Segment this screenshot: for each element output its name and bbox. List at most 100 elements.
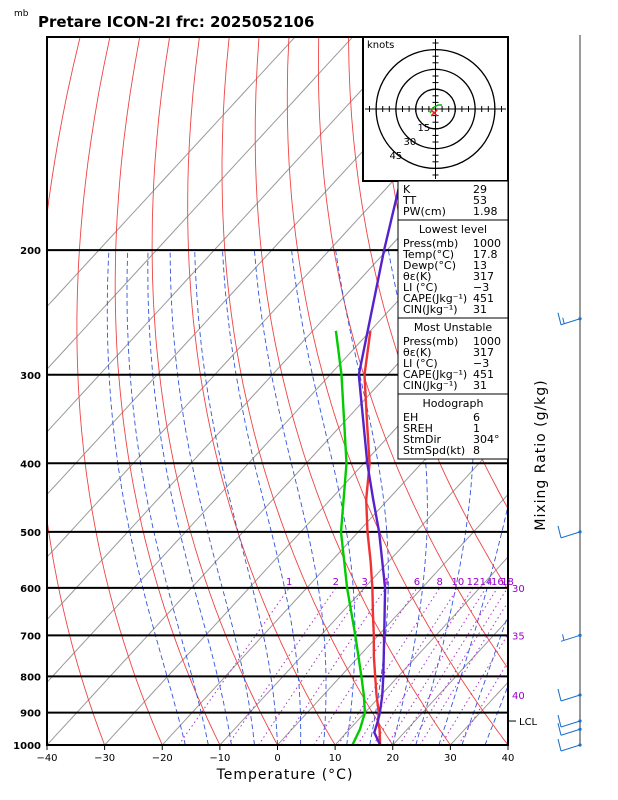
wind-barb <box>557 738 582 752</box>
pressure-tick-label: 800 <box>20 672 41 683</box>
dry-adiabat-line <box>47 37 106 745</box>
dry-adiabat-line <box>587 37 618 745</box>
index-label: Dewp(°C) <box>403 259 456 272</box>
wind-barb-shaft <box>560 694 581 702</box>
pressure-unit-label: mb <box>14 9 29 19</box>
dry-adiabat-line <box>151 37 278 745</box>
theta-e-label: 40 <box>512 691 525 702</box>
temperature-tick-label: −20 <box>152 753 173 764</box>
temperature-tick-label: 10 <box>329 753 342 764</box>
dry-adiabat-line <box>114 37 221 745</box>
index-label: θε(K) <box>403 346 431 359</box>
temperature-tick-label: 40 <box>502 753 515 764</box>
isotherm-line <box>392 618 508 745</box>
temperature-profile <box>363 330 382 745</box>
index-section-box <box>397 180 509 221</box>
isotherm-line <box>277 493 508 745</box>
index-label: PW(cm) <box>403 205 446 218</box>
index-value: 31 <box>473 379 487 392</box>
index-value: −3 <box>473 281 489 294</box>
index-label: CAPE(Jkg⁻¹) <box>403 292 467 305</box>
index-label: StmDir <box>403 433 442 446</box>
mixing-ratio-label: 10 <box>451 577 464 588</box>
wind-barbs <box>557 35 582 752</box>
pressure-tick-label: 700 <box>20 631 41 642</box>
mixing-ratio-line <box>409 587 508 745</box>
wind-barb <box>557 714 582 728</box>
wind-barb-shaft <box>560 728 581 736</box>
index-label: SREH <box>403 422 433 435</box>
index-label: LI (°C) <box>403 281 438 294</box>
index-value: −3 <box>473 357 489 370</box>
dry-adiabat-line <box>221 37 394 745</box>
dry-adiabat-line <box>317 37 508 670</box>
isotherm-line <box>219 431 508 745</box>
dry-adiabat-line <box>286 37 508 745</box>
index-section-box <box>397 393 509 460</box>
dry-adiabat-line <box>76 37 163 745</box>
index-value: 31 <box>473 303 487 316</box>
wind-barb-flag <box>557 738 562 752</box>
lcl-label: LCL <box>519 717 538 728</box>
wind-barb-flag <box>557 714 562 728</box>
background-grid <box>47 37 618 745</box>
index-section-box <box>397 317 509 395</box>
index-label: StmSpd(kt) <box>403 444 465 457</box>
index-value: 317 <box>473 270 494 283</box>
pressure-tick-label: 1000 <box>13 741 41 752</box>
wind-barb-flag <box>557 688 562 702</box>
mixing-ratio-line <box>419 601 508 745</box>
right-axis-label: Mixing Ratio (g/kg) <box>533 379 549 530</box>
index-value: 1.98 <box>473 205 498 218</box>
moist-adiabat-line <box>253 250 327 745</box>
theta-e-labels: 30 35 40 <box>512 584 525 702</box>
wind-barb-flag <box>557 525 562 538</box>
mixing-ratio-label: 12 <box>467 577 480 588</box>
isotherm-line <box>47 180 508 684</box>
pressure-tick-label: 500 <box>20 528 41 539</box>
mixing-ratio-label: 8 <box>437 577 443 588</box>
sounding-profiles <box>334 37 452 745</box>
theta-e-label: 35 <box>512 631 525 642</box>
index-label: EH <box>403 411 418 424</box>
index-section-heading: Lowest level <box>419 223 487 236</box>
index-value: 29 <box>473 183 487 196</box>
wind-barb <box>557 525 582 539</box>
isotherm-line <box>47 37 411 433</box>
pressure-axis: 200 300 400 500 600 700 800 900 1000 <box>13 246 41 752</box>
temperature-tick-label: 20 <box>386 753 399 764</box>
index-value: 13 <box>473 259 487 272</box>
hodograph-ring-label: 15 <box>417 123 430 134</box>
wind-barb-half-flag <box>562 317 565 324</box>
pressure-tick-label: 900 <box>20 709 41 720</box>
wind-barb <box>557 312 582 326</box>
mixing-ratio-label: 18 <box>501 577 514 588</box>
index-value: 451 <box>473 292 494 305</box>
mixing-ratio-line <box>398 587 498 745</box>
isotherm-line <box>450 681 508 745</box>
isotherm-line <box>47 37 296 308</box>
mixing-ratio-line <box>280 587 387 745</box>
pressure-tick-label: 600 <box>20 584 41 595</box>
temperature-axis: −40 −30 −20 −10 0 10 20 30 40 <box>36 745 514 764</box>
isotherm-line <box>47 117 508 621</box>
storm-motion-marker <box>430 109 438 117</box>
mixing-ratio-label: 2 <box>333 577 339 588</box>
index-section-box <box>397 219 509 319</box>
index-value: 1 <box>473 422 480 435</box>
dry-adiabat-line <box>187 37 336 745</box>
wind-barb-shaft <box>560 634 581 642</box>
mixing-ratio-line <box>227 587 337 745</box>
index-label: Temp(°C) <box>402 248 454 261</box>
index-label: Press(mb) <box>403 237 458 250</box>
temperature-tick-label: 0 <box>274 753 280 764</box>
hodograph-ring-label: 30 <box>403 137 416 148</box>
mixing-ratio-line <box>386 587 487 745</box>
mixing-ratio-line <box>372 587 474 745</box>
temperature-tick-label: 30 <box>444 753 457 764</box>
dewpoint-profile <box>334 330 367 745</box>
wind-barb-shaft <box>560 531 581 539</box>
moist-adiabat-line <box>194 250 278 745</box>
index-value: 6 <box>473 411 480 424</box>
